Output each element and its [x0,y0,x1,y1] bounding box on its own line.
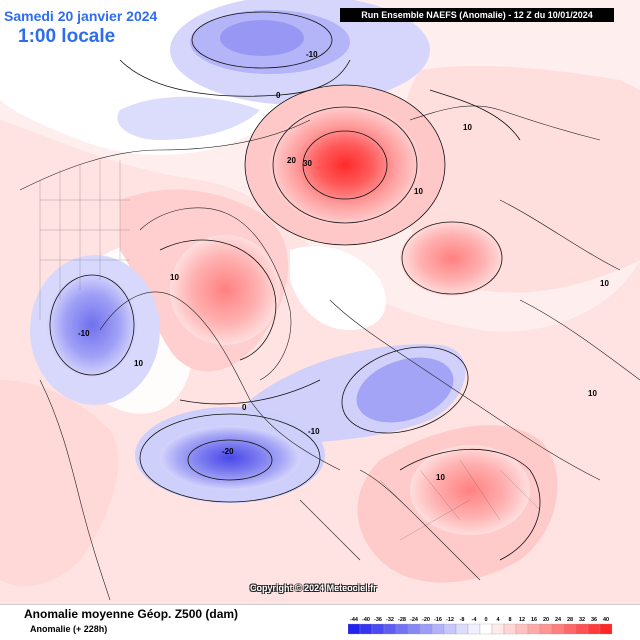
west-coast-low-core [47,273,137,377]
contour-label: 10 [414,187,423,196]
contour-label: 10 [436,473,445,482]
contour-label: -20 [222,447,234,456]
legend-swatch [467,623,481,635]
forecast-date: Samedi 20 janvier 2024 [4,8,158,24]
contour-label: 10 [170,273,179,282]
legend-swatch [359,623,373,635]
legend-swatch [539,623,553,635]
pacific-arc-low [117,96,260,140]
copyright-text: Copyright © 2024 Meteociel.fr [250,583,377,593]
contour-label: 0 [242,403,247,412]
legend-tick-label: -8 [460,617,465,623]
scandinavia-low-core [356,357,454,423]
contour-label: 10 [588,389,597,398]
us-positive [0,380,119,586]
legend-swatch [371,623,385,635]
legend-tick-label: 0 [484,617,487,623]
legend-tick-label: 24 [555,617,562,623]
legend-swatch [479,623,493,635]
chart-subtitle: Anomalie (+ 228h) [30,624,108,634]
legend-swatch [431,623,445,635]
legend-swatch [515,623,529,635]
color-legend: -44 -40 -36 -32 -28 -24 -20 -16 -12 -8 -4 0 4 8 12 16 20… [348,617,613,635]
contour-label: 0 [276,91,281,100]
legend-tick-label: -28 [398,617,406,623]
chart-title: Anomalie moyenne Géop. Z500 (dam) [24,607,239,621]
legend-tick-label: -24 [410,617,419,623]
forecast-time: 1:00 locale [18,26,116,47]
coastlines [19,105,640,601]
europe-ridge-core [410,445,530,535]
contour-label: 30 [303,159,312,168]
legend-swatch [407,623,421,635]
legend-tick-label: -36 [374,617,382,623]
legend-tick-label: -20 [422,617,430,623]
legend-swatch [348,623,361,635]
legend-swatch [551,623,565,635]
legend-tick-label: 28 [567,617,573,623]
greenland-ridge-core [170,235,280,345]
legend-tick-label: 36 [591,617,597,623]
legend-swatch [599,623,613,635]
legend-tick-label: -16 [434,617,442,623]
legend-swatch [395,623,409,635]
legend-swatch [587,623,601,635]
legend-tick-label: -4 [472,617,478,623]
legend-tick-label: 32 [579,617,585,623]
legend-swatch [503,623,517,635]
legend-tick-label: 20 [543,617,549,623]
russia-ridge [400,220,504,296]
run-banner: Run Ensemble NAEFS (Anomalie) - 12 Z du … [340,8,614,22]
legend-swatch [443,623,457,635]
legend-tick-label: 40 [603,617,609,623]
contour-label: -10 [308,427,320,436]
contour-label: 10 [134,359,143,368]
legend-swatch [575,623,589,635]
legend-swatch [491,623,505,635]
admin-borders [39,160,541,541]
neutral-arctic [290,246,386,330]
legend-tick-label: -32 [386,617,394,623]
legend-swatch [419,623,433,635]
legend-tick-label: 16 [531,617,537,623]
legend-swatch [455,623,469,635]
legend-tick-label: 4 [496,617,500,623]
contour-label: -10 [306,50,318,59]
legend-swatch [527,623,541,635]
contour-label: 10 [600,279,609,288]
legend-tick-label: -40 [362,617,370,623]
contours [49,11,541,561]
contour-label: 10 [463,123,472,132]
atlantic-low-core [160,426,300,490]
legend-swatch [383,623,397,635]
contour-label: 20 [287,156,296,165]
north-pacific-low-core [220,20,304,56]
contour-label: -10 [78,329,90,338]
legend-tick-label: 12 [519,617,525,623]
legend-tick-label: 8 [508,617,511,623]
arctic-high-core [270,105,420,225]
contour-labels: -10 0 20 30 10 10 10 -10 10 0 -10 -20 10… [78,50,609,482]
legend-tick-label: -44 [350,617,359,623]
legend-tick-label: -12 [446,617,454,623]
legend-swatch [563,623,577,635]
